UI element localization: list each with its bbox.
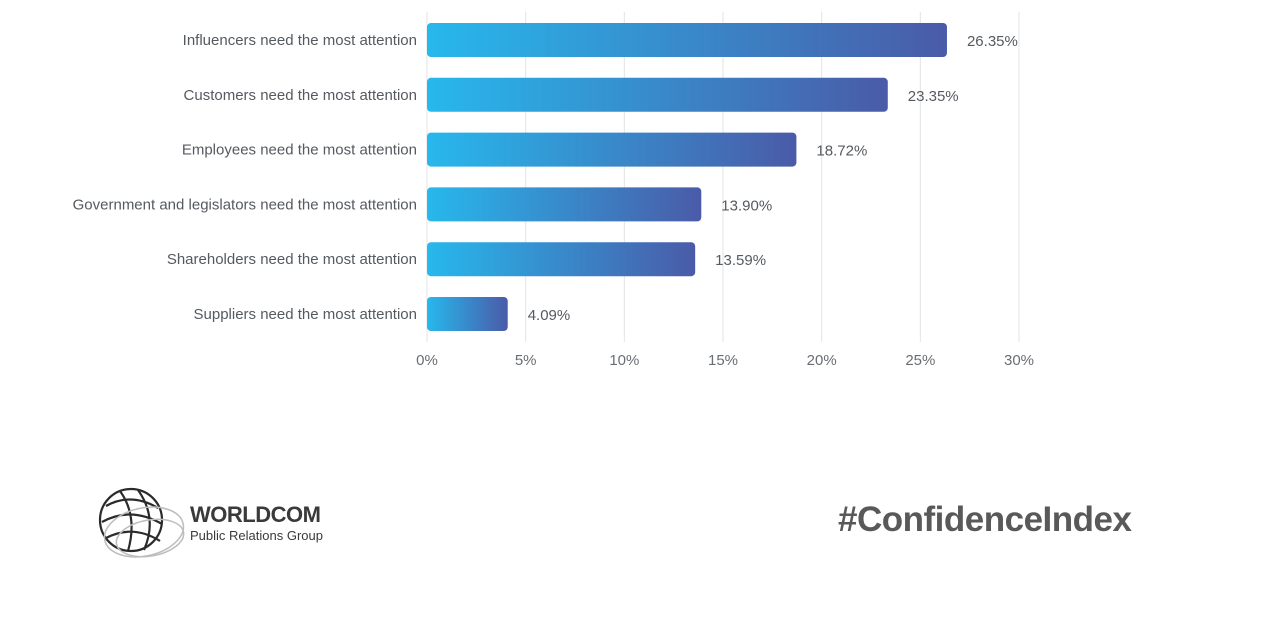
- x-tick-label: 25%: [905, 352, 935, 369]
- category-label: Customers need the most attention: [184, 87, 417, 104]
- category-label: Suppliers need the most attention: [194, 306, 417, 323]
- data-label: 26.35%: [967, 33, 1018, 50]
- data-label: 23.35%: [908, 88, 959, 105]
- logo-subtitle: Public Relations Group: [190, 528, 323, 543]
- data-label: 18.72%: [816, 143, 867, 160]
- category-label: Shareholders need the most attention: [167, 251, 417, 268]
- bar-chart: 0% 5% 10% 15% 20% 25% 30% Influencers need the …: [73, 12, 1034, 369]
- logo-name: WORLDCOM: [190, 502, 321, 527]
- worldcom-logo: WORLDCOM Public Relations Group: [98, 486, 323, 560]
- category-label: Influencers need the most attention: [183, 32, 417, 49]
- x-tick-label: 0%: [416, 352, 438, 369]
- data-label: 4.09%: [528, 307, 571, 324]
- bar: [427, 187, 702, 222]
- bar: [427, 77, 888, 112]
- category-label: Employees need the most attention: [182, 142, 417, 159]
- bar: [427, 23, 947, 57]
- bar: [427, 132, 797, 167]
- bar: [427, 242, 696, 277]
- category-label: Government and legislators need the most…: [73, 196, 417, 213]
- x-tick-label: 10%: [609, 352, 639, 369]
- x-tick-label: 20%: [807, 352, 837, 369]
- x-tick-label: 15%: [708, 352, 738, 369]
- bar: [427, 297, 508, 331]
- x-tick-label: 30%: [1004, 352, 1034, 369]
- data-label: 13.59%: [715, 252, 766, 269]
- globe-icon: [98, 487, 185, 558]
- data-label: 13.90%: [721, 197, 772, 214]
- hashtag-text: #ConfidenceIndex: [838, 500, 1132, 539]
- x-tick-label: 5%: [515, 352, 537, 369]
